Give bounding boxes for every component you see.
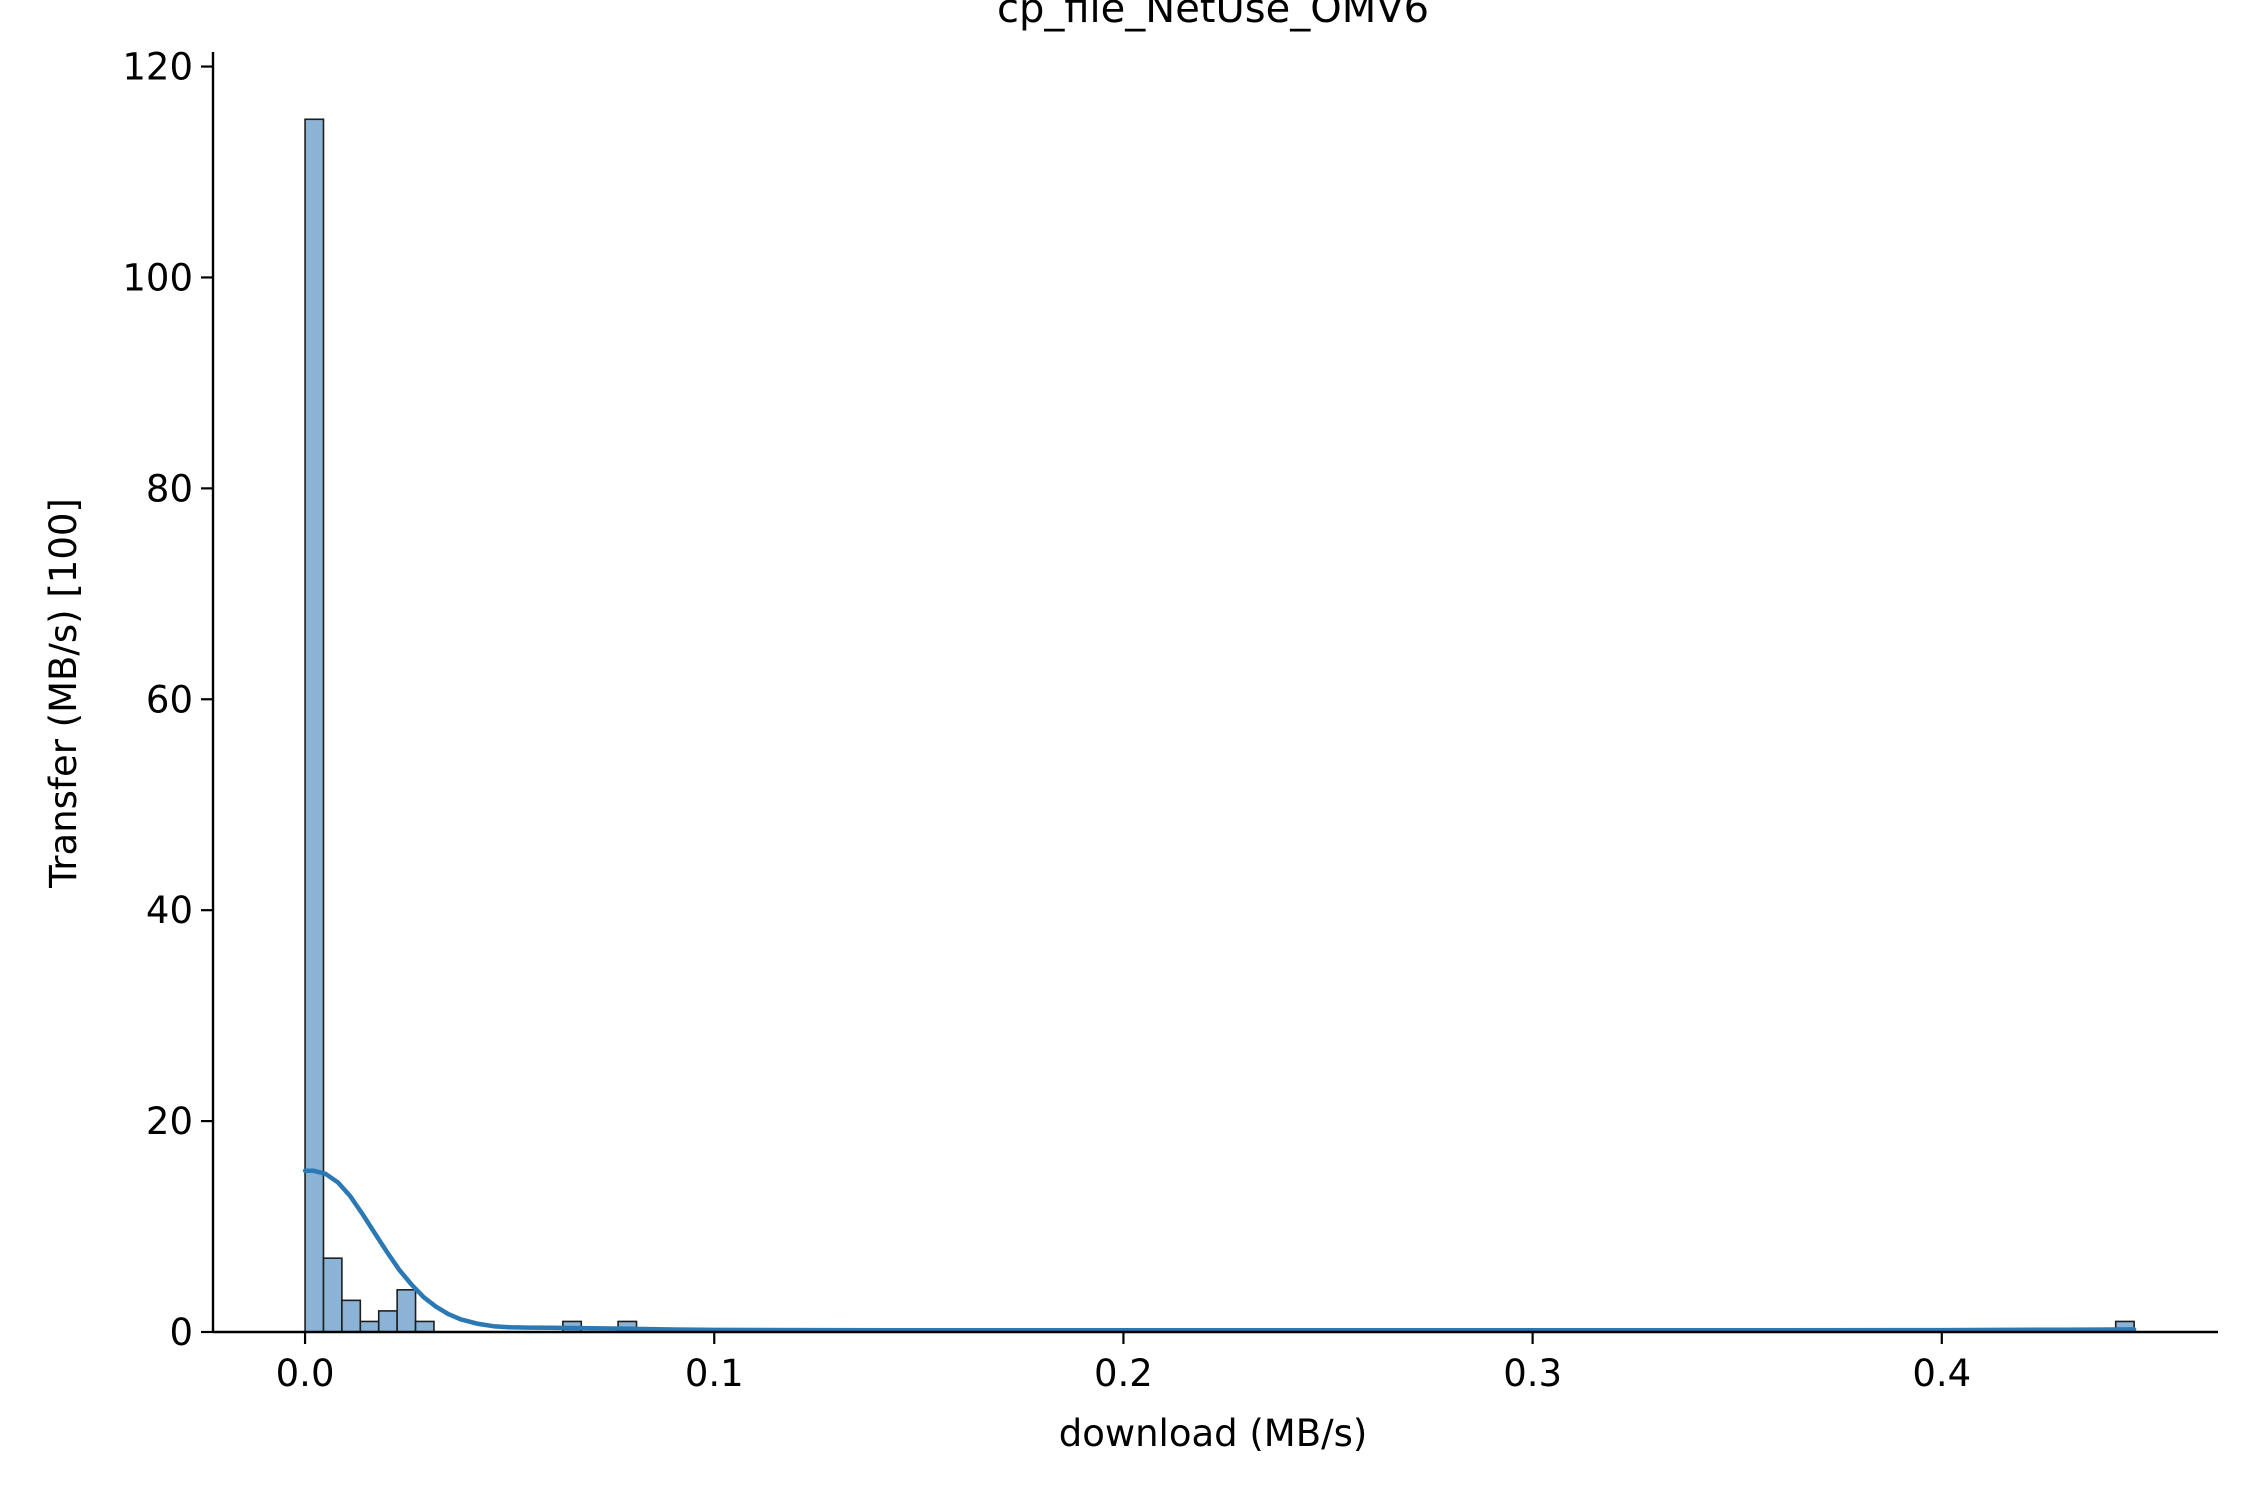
histogram-bar-2 [342,1300,360,1332]
histogram-bar-5 [397,1290,415,1332]
x-axis-label: download (MB/s) [1059,1412,1368,1455]
x-tick-label-2: 0.2 [1094,1352,1153,1395]
histogram-bar-3 [360,1321,378,1332]
y-tick-label-0: 0 [169,1311,193,1354]
chart-title: cp_file_NetUse_OMV6 [997,0,1429,32]
x-tick-label-3: 0.3 [1503,1352,1562,1395]
bars-layer [305,119,2134,1332]
histogram-bar-6 [416,1321,434,1332]
y-tick-label-6: 120 [122,46,193,89]
y-tick-label-1: 20 [146,1100,193,1143]
y-axis-label: Transfer (MB/s) [100] [42,498,85,889]
histogram-bar-4 [379,1311,397,1332]
x-tick-label-4: 0.4 [1912,1352,1971,1395]
labels-layer: cp_file_NetUse_OMV6 download (MB/s) Tran… [42,0,1429,1455]
histogram-bar-1 [323,1258,341,1332]
kde-layer [305,1171,2134,1331]
axes-layer: 0.0 0.1 0.2 0.3 0.4 0 20 40 60 80 100 120 [122,46,2218,1395]
y-tick-label-5: 100 [122,256,193,299]
kde-line [305,1171,2134,1331]
y-tick-label-3: 60 [146,678,193,721]
histogram-bar-0 [305,119,323,1332]
x-tick-label-0: 0.0 [276,1352,335,1395]
y-tick-label-4: 80 [146,467,193,510]
x-tick-label-1: 0.1 [685,1352,744,1395]
y-tick-label-2: 40 [146,889,193,932]
